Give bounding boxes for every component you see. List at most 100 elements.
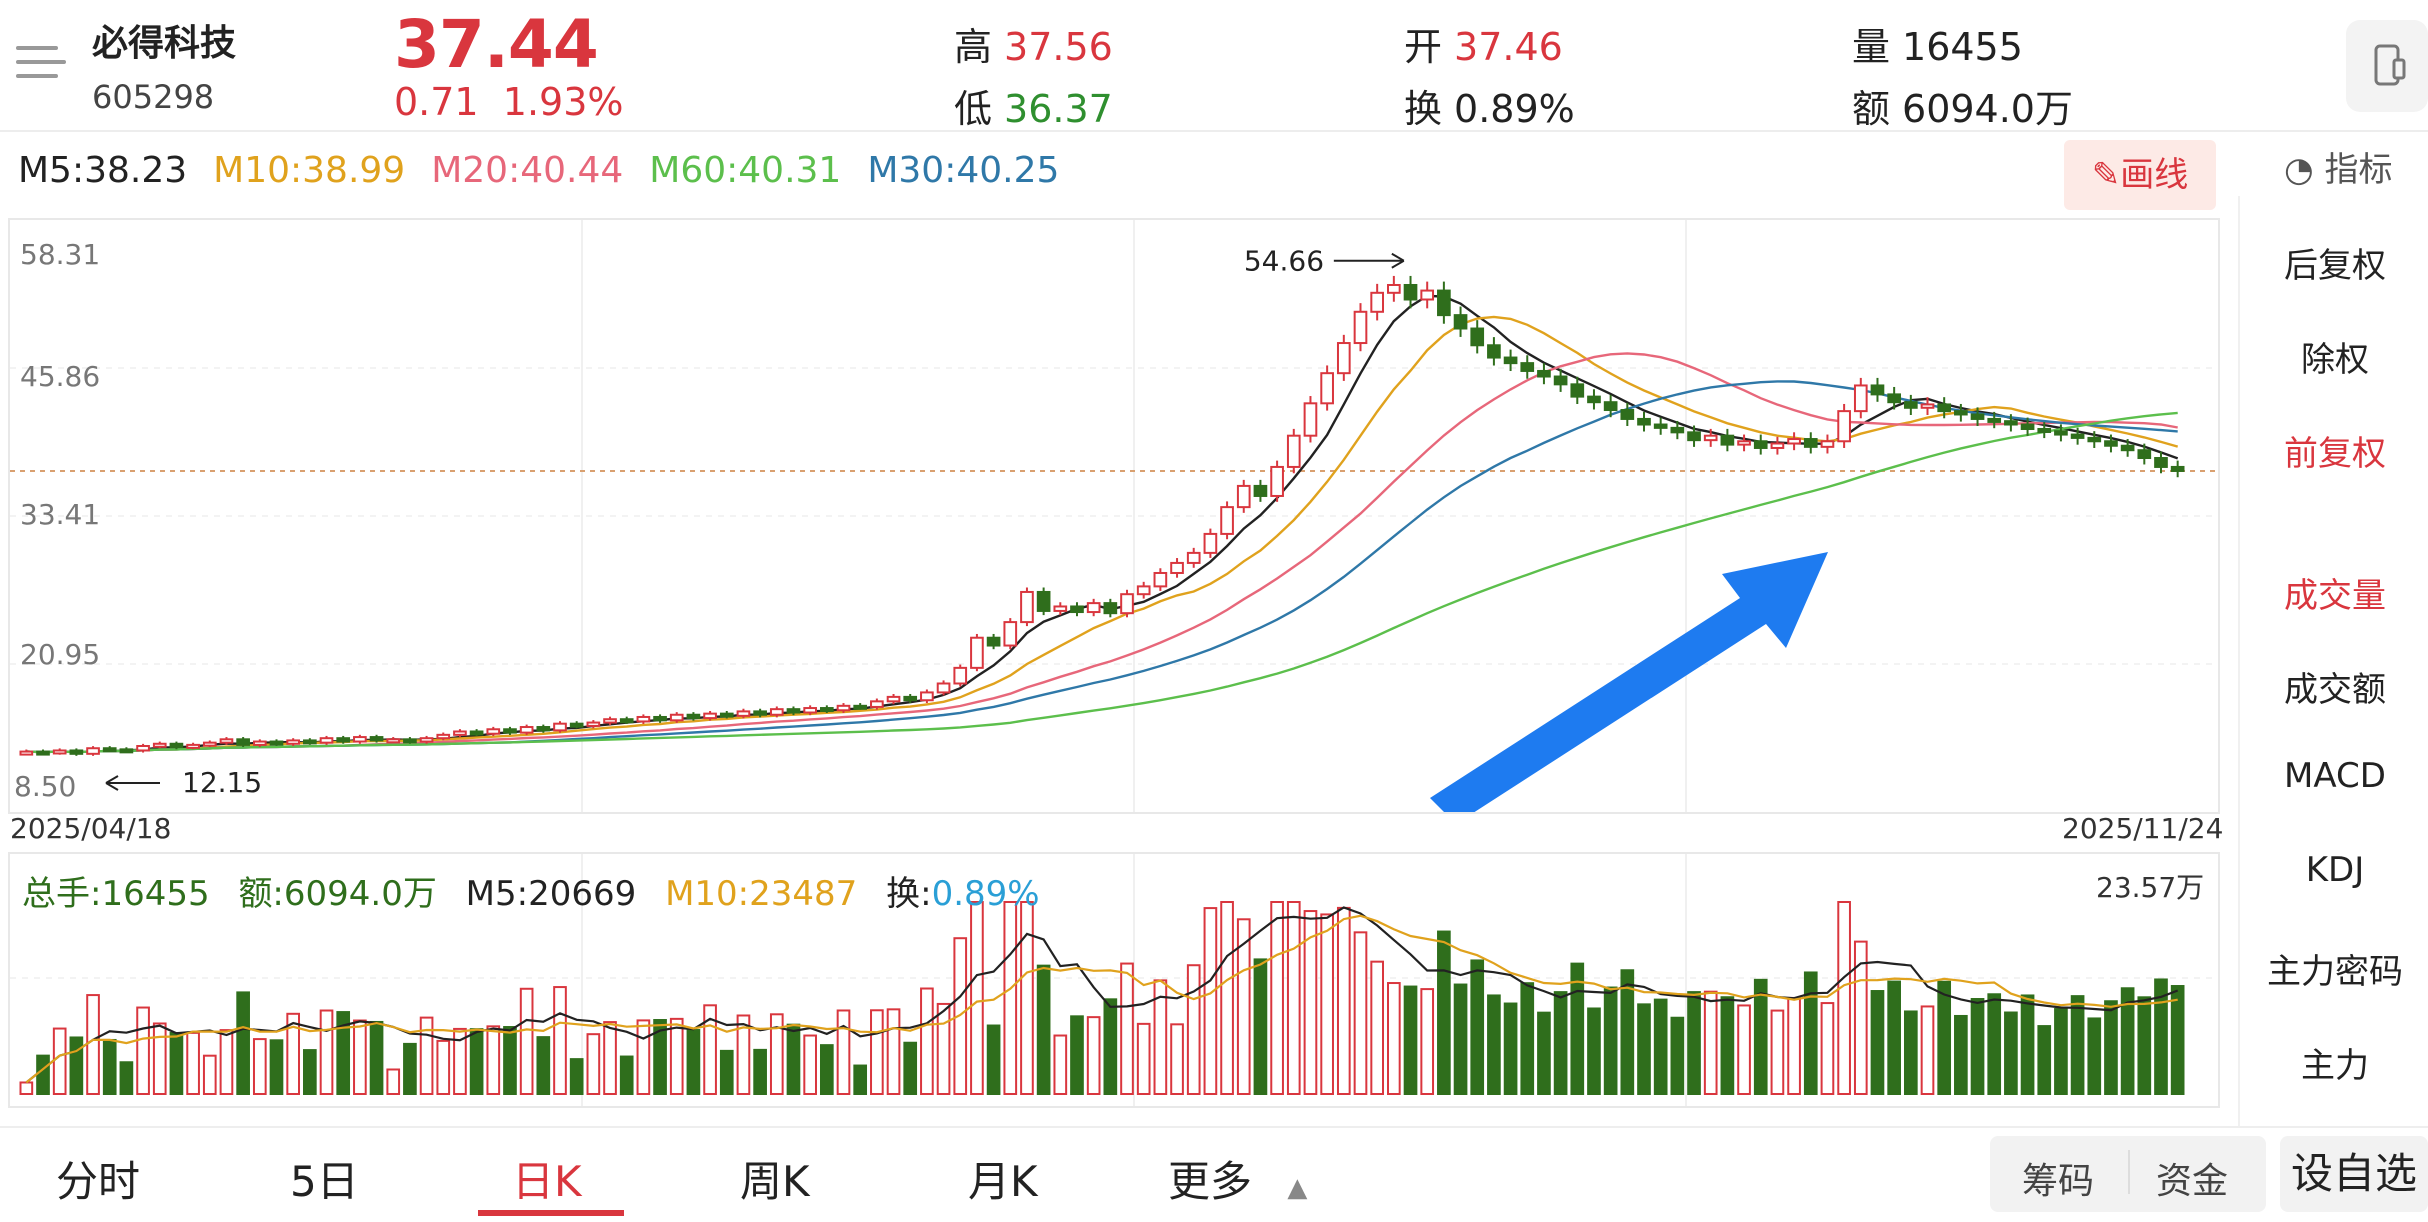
side-menu-item[interactable]: 后复权	[2284, 246, 2386, 286]
volume-bar	[36, 1054, 50, 1096]
candle-body	[1637, 417, 1651, 426]
candle-body	[986, 636, 1001, 647]
volume-bar	[1687, 991, 1701, 1095]
volume-bar	[2087, 1017, 2102, 1095]
side-menu-item[interactable]: 前复权	[2284, 434, 2386, 474]
volume-bar	[569, 1058, 584, 1095]
candle-body	[1320, 372, 1334, 405]
start-date: 2025/04/18	[10, 812, 172, 845]
candle-body	[2170, 465, 2185, 472]
volume-bar	[886, 1008, 901, 1095]
candle-body	[1670, 426, 1685, 434]
kline-chart[interactable]: 54.66 12.15	[8, 218, 2220, 824]
candle-body	[1103, 602, 1118, 615]
volume-bar	[1553, 991, 1568, 1095]
side-menu-item[interactable]: KDJ	[2305, 850, 2365, 890]
change-percent: 1.93%	[502, 80, 624, 124]
tab-5day[interactable]: 5日	[290, 1157, 359, 1206]
volume-bar	[1036, 964, 1051, 1096]
volume-bar	[753, 1048, 767, 1095]
landscape-toggle-button[interactable]	[2346, 20, 2428, 112]
volume-bar	[1920, 1005, 1935, 1096]
candle-body	[1170, 561, 1184, 574]
volume-bar	[2120, 987, 2135, 1095]
side-menu-item[interactable]: 主力	[2301, 1046, 2369, 1086]
candle-body	[1470, 327, 1485, 347]
volume-bar	[1437, 930, 1451, 1095]
indicator-button[interactable]: ◔ 指标	[2284, 150, 2393, 190]
menu-icon[interactable]	[16, 40, 66, 86]
candle-body	[1587, 395, 1601, 404]
candle-body	[2004, 420, 2018, 426]
volume-bar	[669, 1017, 684, 1095]
volume-header: 总手:16455 额:6094.0万 M5:20669 M10:23487 换:…	[22, 866, 1058, 915]
volume-bar	[2137, 996, 2152, 1095]
candle-body	[886, 695, 901, 703]
candle-body	[1553, 375, 1568, 386]
volume-bar	[1653, 998, 1668, 1095]
volume-bar	[286, 1012, 301, 1095]
volume-bar	[1487, 994, 1501, 1096]
chips-button[interactable]: 筹码	[2022, 1161, 2095, 1202]
volume-bar	[136, 1006, 150, 1096]
volume-bar	[69, 1036, 84, 1095]
candle-body	[920, 691, 934, 702]
volume-bar	[319, 1009, 334, 1096]
candle-body	[803, 707, 817, 714]
volume-bar	[1737, 1004, 1751, 1096]
volume-bar	[1853, 940, 1868, 1095]
candle-body	[836, 704, 851, 712]
side-menu-item[interactable]: 主力密码	[2267, 952, 2403, 992]
tab-intraday[interactable]: 分时	[56, 1157, 141, 1206]
volume-bar	[52, 1027, 67, 1095]
volume-bar	[1203, 907, 1218, 1096]
side-menu-item[interactable]: 成交量	[2284, 576, 2386, 616]
ma10-line	[26, 315, 2179, 754]
low-arrow-head	[105, 775, 119, 791]
price-tick-1: 45.86	[20, 360, 101, 393]
volume-bar	[2154, 978, 2168, 1095]
candle-body	[2120, 444, 2135, 452]
volume-bar	[453, 1027, 467, 1095]
candle-body	[2137, 449, 2152, 460]
tab-weekly-k[interactable]: 周K	[740, 1157, 810, 1206]
side-menu-item[interactable]: 成交额	[2284, 670, 2386, 710]
funds-button[interactable]: 资金	[2156, 1161, 2229, 1202]
side-menu-item[interactable]: MACD	[2284, 756, 2386, 796]
candle-body	[1353, 310, 1368, 345]
volume-bar	[252, 1038, 267, 1095]
tab-more[interactable]: 更多 ▲	[1168, 1157, 1308, 1206]
candle-body	[1887, 393, 1901, 404]
candle-body	[19, 750, 34, 756]
pill-divider	[2128, 1150, 2130, 1194]
side-menu-item[interactable]: 除权	[2301, 340, 2369, 380]
volume-bar	[1186, 964, 1201, 1095]
ma-legend-item: M30:40.25	[867, 150, 1060, 191]
candle-body	[1770, 442, 1785, 449]
candle-body	[2020, 423, 2035, 430]
ma5-line	[26, 294, 2179, 754]
volume-bar	[269, 1039, 284, 1096]
candle-body	[1920, 403, 1935, 409]
draw-line-button[interactable]: ✎画线	[2064, 140, 2216, 210]
volume-bar	[303, 1049, 317, 1095]
volume-bar	[769, 1013, 784, 1095]
volume-bar	[2054, 1008, 2068, 1096]
last-price: 37.44	[394, 6, 599, 83]
volume-bar	[119, 1061, 134, 1095]
volume-bar	[1720, 996, 1735, 1096]
ma-legend-item: M5:38.23	[18, 150, 188, 191]
candle-body	[152, 742, 167, 748]
add-watchlist-button[interactable]: 设自选	[2280, 1136, 2428, 1212]
volume-bar	[1820, 1002, 1835, 1095]
volume-bar	[2037, 1025, 2052, 1095]
caret-up-icon: ▲	[1287, 1173, 1308, 1203]
volume-bar	[1803, 971, 1818, 1095]
volume-chart[interactable]	[8, 852, 2220, 1108]
candle-body	[469, 730, 484, 736]
candle-body	[819, 707, 834, 713]
candle-body	[603, 718, 617, 724]
candle-body	[186, 743, 200, 749]
tab-daily-k[interactable]: 日K	[512, 1157, 582, 1206]
tab-monthly-k[interactable]: 月K	[968, 1157, 1038, 1206]
